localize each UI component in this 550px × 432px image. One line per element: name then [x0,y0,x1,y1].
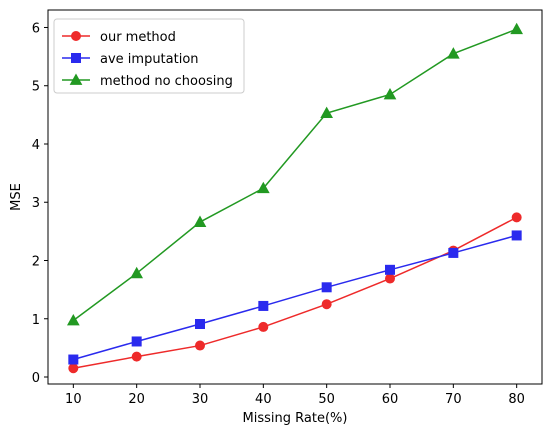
series-line-2 [72,28,517,322]
series-markers [66,22,524,374]
legend-label: method no choosing [100,74,233,89]
data-point [193,215,207,227]
data-point [448,247,459,258]
x-tick-label: 50 [318,392,335,407]
legend-label: our method [100,30,176,45]
legend-marker [69,73,83,85]
y-axis-label: MSE [9,183,24,211]
legend-label: ave imputation [100,52,199,67]
data-point [385,264,395,275]
series-lines [72,28,518,370]
data-point [383,87,397,100]
data-point [66,313,80,326]
legend-marker [71,31,81,41]
y-tick-label: 2 [32,254,40,269]
data-point [258,300,269,311]
y-tick-label: 3 [32,196,40,211]
x-tick-label: 40 [255,392,272,407]
y-tick-label: 6 [32,21,40,36]
axis-ticks: 10 20 30 40 50 60 70 80 0 1 2 3 4 5 6 [32,21,525,407]
data-point [131,336,142,347]
data-point [258,321,269,332]
plot-frame [47,9,543,385]
data-point [195,318,205,329]
legend-marker [71,53,81,63]
x-tick-label: 80 [508,392,525,407]
x-tick-label: 30 [192,392,209,407]
data-point [321,299,332,310]
data-point [195,340,205,351]
data-point [131,351,142,362]
data-point [130,266,144,279]
series-line-1 [73,234,517,361]
data-point [321,282,332,293]
data-point [511,230,522,241]
data-point [68,363,79,374]
data-point [256,181,270,194]
x-axis-label: Missing Rate(%) [243,411,348,426]
data-point [511,212,522,223]
x-tick-label: 20 [128,392,145,407]
data-point [320,106,334,119]
y-tick-label: 5 [32,80,40,95]
y-tick-label: 0 [32,371,40,386]
data-point [385,273,395,284]
x-tick-label: 70 [445,392,462,407]
x-tick-label: 10 [65,392,82,407]
x-tick-label: 60 [382,392,399,407]
data-point [446,47,460,59]
legend: our method ave imputation method no choosi… [53,18,245,94]
y-tick-label: 1 [32,313,40,328]
data-point [510,22,524,35]
data-point [68,354,79,365]
legend-box [53,18,245,94]
y-tick-label: 4 [32,138,40,153]
